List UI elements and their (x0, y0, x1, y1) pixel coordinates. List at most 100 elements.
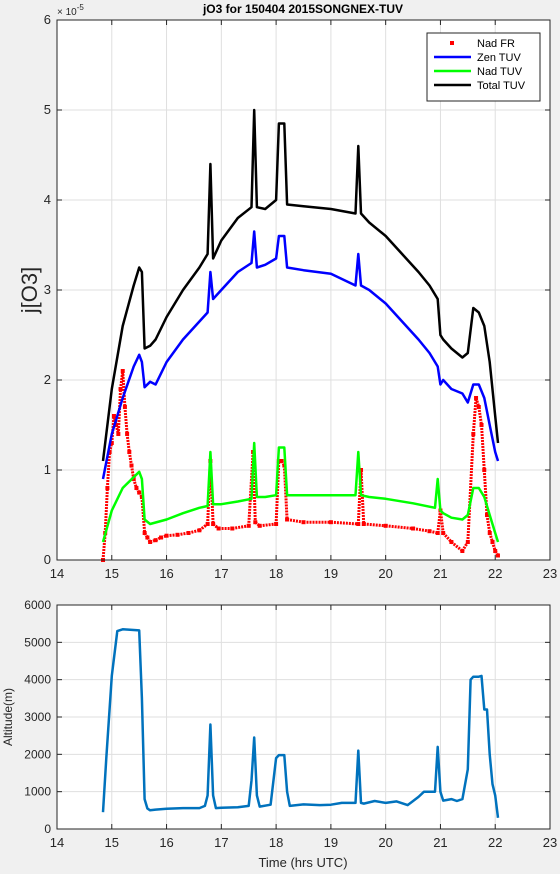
dense-marker-trace (130, 465, 136, 480)
bottom-x-tick-labels: 14 15 16 17 18 19 20 21 22 23 (50, 835, 557, 850)
legend-label-nad-fr: Nad FR (477, 38, 515, 50)
series-line-total-tuv (101, 108, 500, 462)
legend-label-zen-tuv: Zen TUV (477, 52, 521, 64)
dense-marker-trace (466, 433, 475, 543)
series-line-nad-tuv (101, 441, 500, 543)
y-tick-label: 0 (44, 822, 51, 836)
y-tick-label: 5000 (24, 635, 51, 649)
dense-marker-trace (363, 522, 386, 528)
x-tick-label: 19 (324, 835, 338, 850)
legend-label-nad-tuv: Nad TUV (477, 66, 523, 78)
dense-marker-trace (485, 514, 492, 534)
dense-marker-trace (125, 433, 131, 453)
dense-marker-trace (491, 541, 497, 552)
dense-marker-trace (461, 541, 470, 552)
bottom-series-layer (101, 628, 500, 818)
y-exponent-base: × 10 (57, 7, 77, 18)
x-tick-label: 17 (214, 566, 228, 581)
bottom-tick-marks (56, 604, 551, 830)
legend-label-total-tuv: Total TUV (477, 80, 526, 92)
x-tick-label: 15 (105, 835, 119, 850)
dense-marker-trace (160, 534, 168, 539)
dense-marker-trace (105, 451, 112, 489)
y-tick-label: 4 (44, 192, 51, 207)
x-tick-label: 15 (105, 566, 119, 581)
x-tick-label: 20 (378, 835, 392, 850)
dense-marker-trace (121, 370, 127, 408)
top-chart-title: jO3 for 150404 2015SONGNEX-TUV (202, 2, 403, 16)
dense-marker-trace (108, 442, 114, 453)
dense-marker-trace (251, 451, 257, 523)
dense-marker-trace (450, 540, 464, 553)
legend-marker-nad-fr (450, 41, 454, 45)
series-line-zen-tuv (101, 230, 500, 480)
top-tick-marks (56, 19, 551, 561)
dense-marker-trace (412, 527, 430, 533)
x-tick-label: 17 (214, 835, 228, 850)
dense-marker-trace (149, 538, 157, 544)
dense-marker-trace (103, 487, 109, 534)
x-tick-label: 18 (269, 566, 283, 581)
x-tick-label: 22 (488, 835, 502, 850)
x-tick-label: 16 (159, 566, 173, 581)
dense-marker-trace (477, 406, 484, 426)
dense-marker-trace (188, 528, 200, 535)
dense-marker-trace (493, 550, 500, 557)
dense-marker-trace (254, 521, 261, 527)
x-tick-label: 22 (488, 566, 502, 581)
top-series-layer (101, 108, 500, 562)
dense-marker-trace (119, 370, 125, 390)
y-tick-label: 3000 (24, 710, 51, 724)
y-tick-label: 5 (44, 102, 51, 117)
dense-marker-trace (198, 522, 209, 532)
dense-marker-trace (135, 487, 141, 494)
x-tick-label: 23 (543, 835, 557, 850)
dense-marker-trace (177, 531, 189, 537)
x-tick-label: 21 (433, 566, 447, 581)
y-tick-label: 0 (44, 552, 51, 567)
dense-marker-trace (474, 397, 481, 408)
dense-marker-trace (143, 532, 149, 539)
y-tick-label: 1000 (24, 785, 51, 799)
y-tick-label: 2000 (24, 747, 51, 761)
dense-marker-trace (280, 460, 286, 467)
x-tick-label: 14 (50, 835, 64, 850)
y-tick-label: 3 (44, 282, 51, 297)
x-tick-label: 14 (50, 566, 64, 581)
x-tick-label: 16 (159, 835, 173, 850)
dense-marker-trace (480, 424, 486, 471)
x-tick-label: 19 (324, 566, 338, 581)
dense-marker-trace (232, 524, 249, 530)
data-point-nad-fr (495, 553, 500, 558)
top-x-tick-labels: 14 15 16 17 18 19 20 21 22 23 (50, 566, 557, 581)
y-tick-label: 6 (44, 12, 51, 27)
y-tick-label: 2 (44, 372, 51, 387)
legend-box (426, 32, 541, 102)
x-tick-label: 21 (433, 835, 447, 850)
bottom-y-tick-labels: 0 1000 2000 3000 4000 5000 6000 (24, 598, 51, 836)
bottom-y-axis-label: Altitude(m) (1, 688, 15, 746)
x-tick-label: 23 (543, 566, 557, 581)
dense-marker-trace (488, 532, 494, 543)
dense-marker-trace (154, 536, 162, 542)
dense-marker-trace (137, 491, 144, 498)
dense-marker-trace (212, 522, 220, 530)
series-line-altitude (101, 628, 500, 818)
dense-marker-trace (146, 536, 152, 543)
dense-marker-trace (385, 524, 414, 530)
y-tick-label: 1 (44, 462, 51, 477)
dense-marker-trace (471, 397, 478, 435)
y-exponent-power: -5 (77, 3, 85, 12)
legend: Nad FR Zen TUV Nad TUV Total TUV (426, 32, 541, 102)
y-tick-label: 4000 (24, 673, 51, 687)
top-y-tick-labels: 0 1 2 3 4 5 6 (44, 12, 51, 567)
dense-marker-trace (330, 520, 359, 526)
dense-marker-trace (132, 478, 138, 489)
dense-marker-trace (359, 469, 366, 525)
dense-marker-trace (127, 451, 133, 466)
dense-marker-trace (438, 510, 445, 534)
x-tick-label: 20 (378, 566, 392, 581)
dense-marker-trace (123, 406, 129, 435)
